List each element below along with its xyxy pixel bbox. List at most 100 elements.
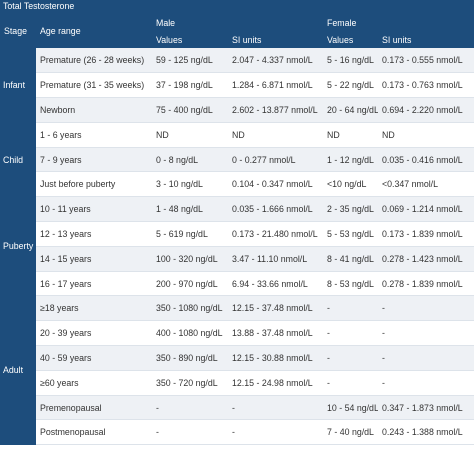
table-cell: 0.035 - 1.666 nmol/L [228, 196, 323, 223]
stage-cell: Child [0, 122, 36, 198]
table-cell: 3.47 - 11.10 nmol/L [228, 246, 323, 272]
table-cell: 16 - 17 years [36, 271, 152, 297]
table-cell: 0.104 - 0.347 nmol/L [228, 171, 323, 198]
table-cell: 0.243 - 1.388 nmol/L [378, 419, 474, 446]
table-cell: 0.173 - 0.555 nmol/L [378, 48, 474, 74]
table-row: Premenopausal - -10 - 54 ng/dL 0.347 - 1.87… [0, 395, 474, 421]
table-cell: 10 - 11 years [36, 196, 152, 223]
table-cell: 0.347 - 1.873 nmol/L [378, 395, 474, 421]
table-row: 7 - 9 years 0 - 8 ng/dL 0 - 0.277 nmol/L 1 … [0, 147, 474, 173]
table-title: Total Testosterone [0, 0, 474, 14]
table-cell: 75 - 400 ng/dL [152, 97, 228, 123]
table-row: 12 - 13 years 5 - 619 ng/dL 0.173 - 21.480… [0, 221, 474, 247]
table-row: Newborn 75 - 400 ng/dL 2.602 - 13.877 nmol… [0, 97, 474, 123]
table-row: ≥60 years 350 - 720 ng/dL 12.15 - 24.98 nm… [0, 370, 474, 396]
table-cell: 0 - 0.277 nmol/L [228, 147, 323, 173]
table-cell: ≥60 years [36, 370, 152, 396]
table-cell: 37 - 198 ng/dL [152, 72, 228, 99]
header-cell: SI units [378, 14, 474, 48]
table-cell: 400 - 1080 ng/dL [152, 320, 228, 347]
table-cell: 8 - 41 ng/dL [323, 246, 378, 272]
table-cell: 0.694 - 2.220 nmol/L [378, 97, 474, 123]
table-cell: 0.069 - 1.214 nmol/L [378, 196, 474, 223]
table-cell: 0.173 - 1.839 nmol/L [378, 221, 474, 247]
table-cell: Postmenopausal [36, 419, 152, 446]
stage-cell: Infant [0, 48, 36, 123]
table-cell: 8 - 53 ng/dL [323, 271, 378, 297]
table-cell: - [378, 345, 474, 371]
table-cell: 10 - 54 ng/dL [323, 395, 378, 421]
table-cell: Premature (31 - 35 weeks) [36, 72, 152, 99]
data-table: Stage Age range Male Values SI units Fema… [0, 14, 474, 446]
table-cell: - [228, 395, 323, 421]
table-cell: 200 - 970 ng/dL [152, 271, 228, 297]
table-cell: 0.278 - 1.839 nmol/L [378, 271, 474, 297]
table-row: 14 - 15 years 100 - 320 ng/dL 3.47 - 11.10… [0, 246, 474, 272]
header-cell: Stage [0, 14, 36, 48]
table-cell: ND [152, 122, 228, 148]
table-cell: ND [378, 122, 474, 148]
table-body: Infant Premature (26 - 28 weeks) 59 - 125 … [0, 48, 474, 446]
header-row: Stage Age range Male Values SI units Fema… [0, 14, 474, 48]
table-cell: 2.047 - 4.337 nmol/L [228, 48, 323, 74]
table-cell: 350 - 1080 ng/dL [152, 295, 228, 322]
column-label: Values [156, 35, 183, 45]
table-cell: 350 - 720 ng/dL [152, 370, 228, 396]
table-cell: 20 - 64 ng/dL [323, 97, 378, 123]
header-cell: Female Values [323, 14, 378, 48]
table-cell: 0.035 - 0.416 nmol/L [378, 147, 474, 173]
table-row: Premature (31 - 35 weeks) 37 - 198 ng/dL 1… [0, 72, 474, 99]
table-cell: 5 - 619 ng/dL [152, 221, 228, 247]
table-cell: 0.173 - 21.480 nmol/L [228, 221, 323, 247]
table-cell: - [378, 320, 474, 347]
table-row: 16 - 17 years 200 - 970 ng/dL 6.94 - 33.66… [0, 271, 474, 297]
table-cell: - [378, 370, 474, 396]
table-cell: Premenopausal [36, 395, 152, 421]
table-header: Stage Age range Male Values SI units Fema… [0, 14, 474, 48]
table-cell: <0.347 nmol/L [378, 171, 474, 198]
table-cell: - [152, 395, 228, 421]
table-cell: - [323, 320, 378, 347]
table-cell: 13.88 - 37.48 nmol/L [228, 320, 323, 347]
header-cell: Age range [36, 14, 152, 48]
stage-cell: Puberty [0, 196, 36, 297]
header-cell: Male Values [152, 14, 228, 48]
table-cell: ≥18 years [36, 295, 152, 322]
table-cell: 40 - 59 years [36, 345, 152, 371]
table-cell: 1 - 12 ng/dL [323, 147, 378, 173]
table-cell: Premature (26 - 28 weeks) [36, 48, 152, 74]
table-cell: 7 - 9 years [36, 147, 152, 173]
table-cell: 3 - 10 ng/dL [152, 171, 228, 198]
table-cell: - [152, 419, 228, 446]
group-label: Female [327, 18, 357, 28]
table-cell: 5 - 53 ng/dL [323, 221, 378, 247]
table-row: Adult ≥18 years 350 - 1080 ng/dL 12.15 - 37… [0, 295, 474, 446]
table-cell: 0.278 - 1.423 nmol/L [378, 246, 474, 272]
table-cell: 5 - 22 ng/dL [323, 72, 378, 99]
table-row: Just before puberty 3 - 10 ng/dL 0.104 - 0… [0, 171, 474, 198]
column-label: SI units [232, 35, 262, 45]
table-cell: 12.15 - 30.88 nmol/L [228, 345, 323, 371]
table-cell: 350 - 890 ng/dL [152, 345, 228, 371]
table-cell: 2 - 35 ng/dL [323, 196, 378, 223]
group-label: Male [156, 18, 176, 28]
table-row: Puberty 10 - 11 years 1 - 48 ng/dL 0.035 - … [0, 196, 474, 297]
header-cell: SI units [228, 14, 323, 48]
table-cell: 12.15 - 24.98 nmol/L [228, 370, 323, 396]
table-cell: Just before puberty [36, 171, 152, 198]
table-cell: - [323, 295, 378, 322]
table-cell: 20 - 39 years [36, 320, 152, 347]
table-cell: 6.94 - 33.66 nmol/L [228, 271, 323, 297]
table-cell: 12.15 - 37.48 nmol/L [228, 295, 323, 322]
table-cell: <10 ng/dL [323, 171, 378, 198]
table-cell: ND [228, 122, 323, 148]
table-cell: ND [323, 122, 378, 148]
table-cell: 100 - 320 ng/dL [152, 246, 228, 272]
table-cell: - [378, 295, 474, 322]
table-cell: 7 - 40 ng/dL [323, 419, 378, 446]
table-cell: 1 - 48 ng/dL [152, 196, 228, 223]
table-cell: 1 - 6 years [36, 122, 152, 148]
table-row: Postmenopausal - -7 - 40 ng/dL 0.243 - 1.38… [0, 419, 474, 446]
stage-cell: Adult [0, 295, 36, 446]
